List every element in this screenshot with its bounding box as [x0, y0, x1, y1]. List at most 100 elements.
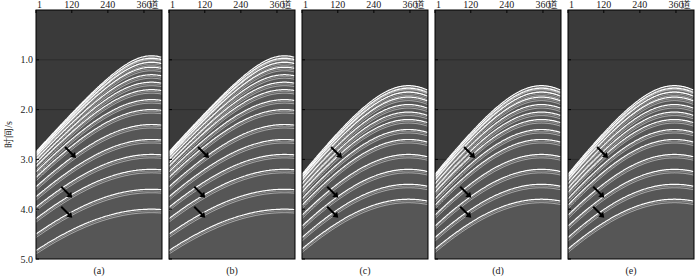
plot-background — [568, 10, 694, 259]
arrow — [61, 207, 69, 215]
arrow-head — [598, 192, 604, 198]
plot-area — [568, 60, 694, 259]
panel: 1120240360道(e) — [568, 0, 694, 277]
panel: 1120240360道(c) — [302, 0, 428, 277]
reflection-event — [169, 75, 294, 160]
panel-label: (a) — [93, 265, 104, 277]
reflection-event — [36, 71, 161, 160]
panel-label: (d) — [492, 265, 504, 277]
y-tick-label: 4.0 — [21, 204, 34, 215]
figure: 1120240360道1.02.03.04.05.0时间/s(a)1120240… — [0, 0, 700, 279]
arrow — [460, 207, 468, 215]
y-tick — [169, 159, 172, 160]
reflection-event — [302, 112, 427, 188]
reflection-event — [435, 133, 560, 202]
y-tick — [302, 59, 305, 60]
arrow — [331, 147, 339, 155]
y-tick — [36, 259, 39, 260]
x-tick — [639, 10, 640, 13]
coda-region — [568, 86, 694, 259]
reflection-event — [568, 186, 693, 239]
x-tick-label: 120 — [330, 0, 345, 10]
y-tick — [435, 109, 438, 110]
x-tick-label: 120 — [197, 0, 212, 10]
y-tick — [568, 259, 571, 260]
x-tick — [107, 10, 108, 13]
arrow — [327, 187, 335, 195]
y-tick — [568, 159, 571, 160]
reflection-event — [435, 186, 560, 239]
y-tick — [435, 259, 438, 260]
y-tick — [568, 59, 571, 60]
y-tick — [435, 159, 438, 160]
reflection-event — [169, 193, 294, 238]
y-tick-label: 5.0 — [21, 254, 34, 265]
y-tick — [435, 209, 438, 210]
frame — [568, 10, 694, 259]
arrow — [593, 207, 601, 215]
frame — [169, 10, 295, 259]
arrow — [198, 147, 206, 155]
plot-background — [435, 10, 561, 259]
reflection-event — [169, 173, 294, 222]
coda-region — [169, 56, 295, 259]
reflection-event — [568, 140, 693, 206]
reflection-event — [36, 126, 161, 188]
reflection-event — [568, 199, 693, 249]
y-tick — [568, 209, 571, 210]
reflection-event — [568, 133, 693, 202]
reflection-event — [435, 114, 560, 190]
reflection-event — [36, 140, 161, 197]
x-tick — [240, 10, 241, 13]
reflection-event — [36, 211, 161, 252]
y-tick — [568, 109, 571, 110]
reflection-event — [302, 156, 427, 217]
y-tick-label: 2.0 — [21, 104, 34, 115]
panel-label: (b) — [226, 265, 238, 277]
x-tick-label: 240 — [233, 0, 248, 10]
reflection-event — [169, 126, 294, 188]
frame — [36, 10, 162, 259]
reflection-event — [568, 201, 693, 251]
y-tick — [169, 59, 172, 60]
grid-line — [435, 59, 561, 60]
reflection-event — [302, 133, 427, 202]
x-tick-label: 120 — [463, 0, 478, 10]
plot-area — [36, 56, 162, 259]
plot-background — [169, 10, 295, 259]
x-tick-label: 1 — [569, 0, 574, 10]
arrow-head — [203, 152, 209, 158]
reflection-event — [302, 203, 427, 253]
reflection-event — [568, 203, 693, 253]
x-tick — [506, 10, 507, 13]
reflection-event — [169, 213, 294, 254]
frame — [302, 10, 428, 259]
reflection-event — [435, 156, 560, 217]
y-tick — [36, 109, 39, 110]
reflection-event — [302, 199, 427, 249]
reflection-event — [302, 114, 427, 190]
y-tick — [302, 109, 305, 110]
reflection-event — [36, 213, 161, 254]
plot-background — [302, 10, 428, 259]
arrow — [194, 187, 202, 195]
reflection-event — [169, 211, 294, 252]
reflection-event — [36, 75, 161, 160]
y-tick — [435, 59, 438, 60]
frame — [435, 10, 561, 259]
plot-area — [302, 60, 428, 259]
x-tick — [409, 10, 410, 13]
reflection-event — [169, 191, 294, 236]
x-tick — [36, 10, 37, 13]
arrow-head — [465, 192, 471, 198]
x-tick-label: 240 — [499, 0, 514, 10]
reflection-event — [169, 189, 294, 234]
reflection-event — [36, 125, 161, 187]
reflection-event — [169, 71, 294, 160]
reflection-event — [36, 84, 161, 165]
arrow — [593, 187, 601, 195]
reflection-event — [435, 112, 560, 188]
reflection-event — [169, 59, 294, 155]
reflection-event — [435, 140, 560, 206]
y-tick — [36, 209, 39, 210]
